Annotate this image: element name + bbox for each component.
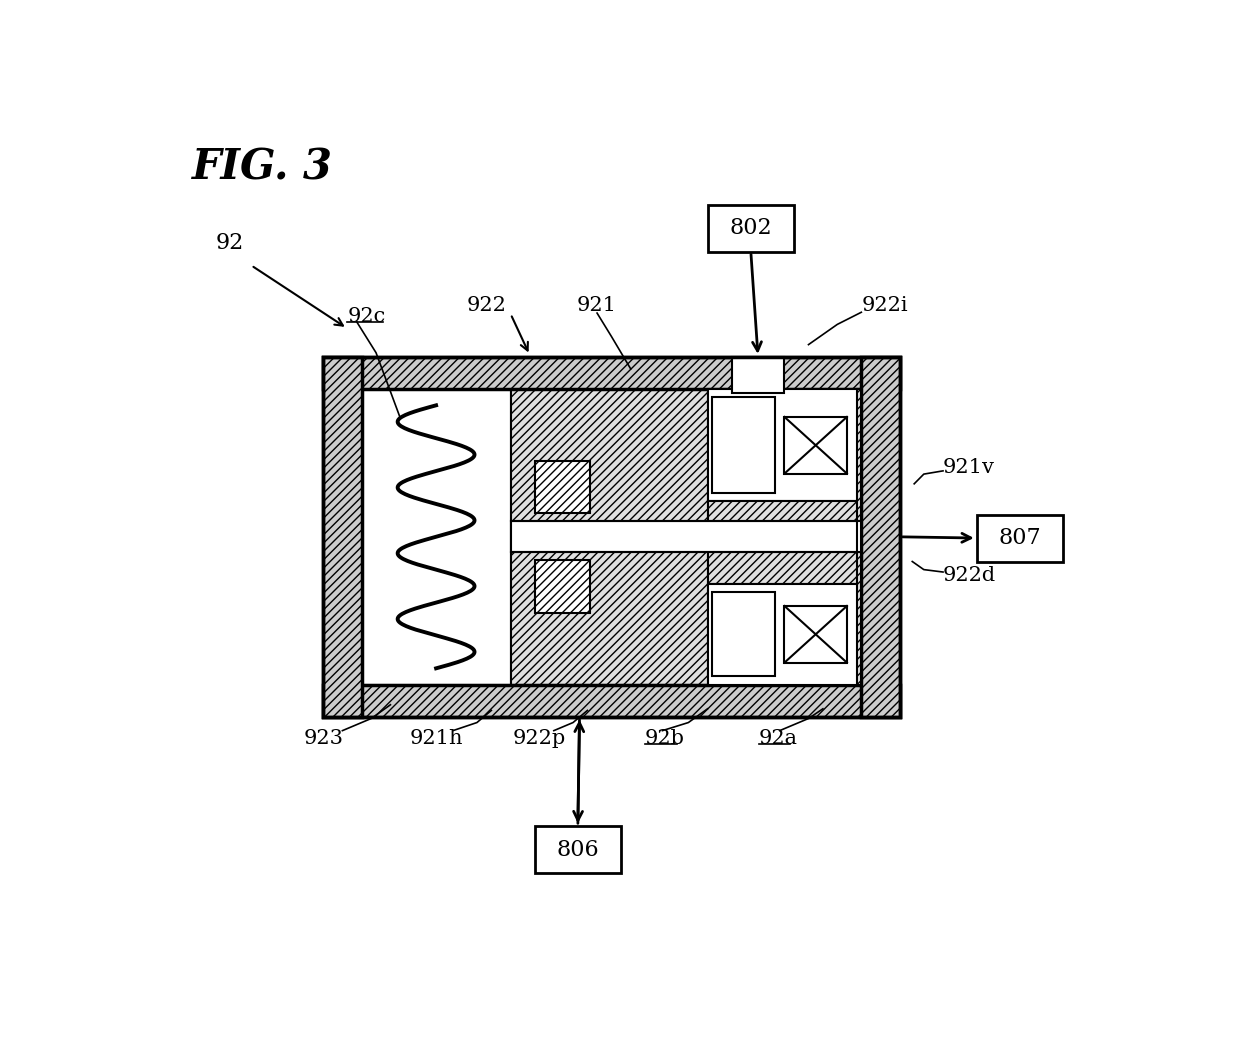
Bar xyxy=(324,356,362,717)
Text: 923: 923 xyxy=(303,729,343,748)
Bar xyxy=(708,389,862,501)
Text: FIG. 3: FIG. 3 xyxy=(191,146,332,188)
Text: 92a: 92a xyxy=(759,729,797,748)
Bar xyxy=(534,460,590,513)
Bar xyxy=(511,521,862,552)
Bar xyxy=(324,356,900,717)
Text: 92c: 92c xyxy=(347,307,386,326)
Text: 92: 92 xyxy=(216,232,244,254)
Bar xyxy=(857,389,862,684)
Text: 921h: 921h xyxy=(410,729,464,748)
Text: 802: 802 xyxy=(729,218,773,239)
Bar xyxy=(785,417,847,474)
Bar xyxy=(708,584,862,684)
Bar xyxy=(862,356,900,717)
Bar xyxy=(712,592,775,677)
Text: 806: 806 xyxy=(557,839,599,861)
Bar xyxy=(511,389,708,684)
Bar xyxy=(534,826,621,873)
Bar xyxy=(324,356,900,389)
Bar xyxy=(708,501,862,584)
Text: 921v: 921v xyxy=(942,458,994,477)
Text: 807: 807 xyxy=(998,527,1042,549)
Bar xyxy=(785,606,847,662)
Text: 922p: 922p xyxy=(513,729,565,748)
Bar xyxy=(857,521,862,552)
Text: 92b: 92b xyxy=(645,729,684,748)
Bar xyxy=(362,389,511,684)
Bar xyxy=(534,560,590,613)
Text: 921: 921 xyxy=(577,296,618,315)
Bar xyxy=(732,356,785,393)
Text: 922i: 922i xyxy=(862,296,908,315)
Bar xyxy=(708,205,794,251)
Text: 922: 922 xyxy=(466,296,506,315)
Text: 922d: 922d xyxy=(942,565,996,584)
Bar xyxy=(324,684,900,717)
Bar xyxy=(712,397,775,493)
Bar xyxy=(977,515,1063,561)
